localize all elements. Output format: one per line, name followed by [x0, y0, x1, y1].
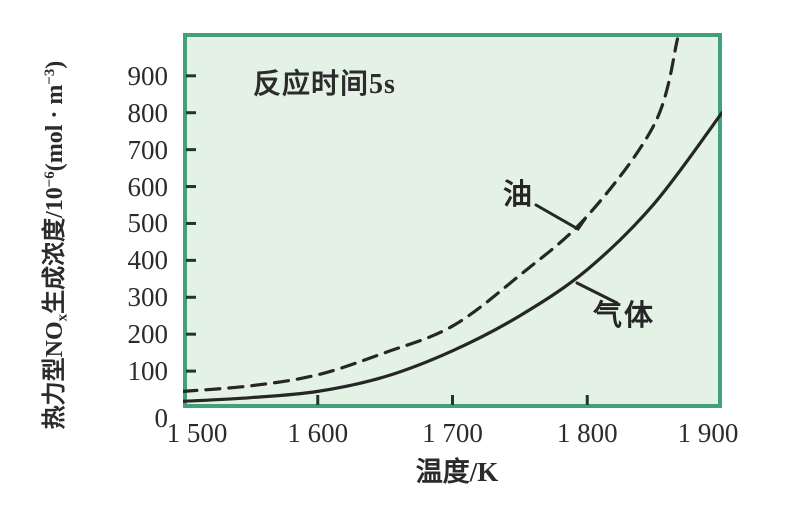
- oil-leader-line: [534, 203, 587, 231]
- y-tick-label: 600: [127, 171, 169, 202]
- reaction-time-annotation: 反应时间5s: [253, 69, 396, 100]
- y-tick-label: 500: [127, 208, 169, 239]
- y-tick-label: 200: [127, 319, 169, 350]
- oil-curve: [183, 37, 680, 393]
- y-tick-label: 100: [127, 356, 169, 387]
- y-tick-label: 800: [127, 97, 169, 128]
- y-tick-label: 0: [154, 403, 169, 433]
- x-tick-label: 1 500: [166, 418, 228, 448]
- x-tick-label: 1 800: [556, 418, 618, 448]
- oil-series-label: 油: [503, 179, 533, 211]
- x-axis-title: 温度/K: [415, 457, 499, 487]
- plot-area: [183, 33, 722, 408]
- plot-frame: [183, 33, 722, 408]
- gas-series-label: 气体: [593, 300, 656, 332]
- x-tick-label: 1 900: [677, 418, 739, 448]
- y-tick-label: 400: [127, 245, 169, 276]
- y-tick-label: 700: [127, 134, 169, 165]
- gas-curve: [183, 111, 722, 403]
- y-tick-label: 900: [127, 60, 169, 91]
- x-tick-label: 1 600: [287, 418, 349, 448]
- gas-leader-line: [575, 281, 619, 305]
- y-tick-label: 300: [127, 282, 169, 313]
- x-tick-label: 1 700: [422, 418, 483, 448]
